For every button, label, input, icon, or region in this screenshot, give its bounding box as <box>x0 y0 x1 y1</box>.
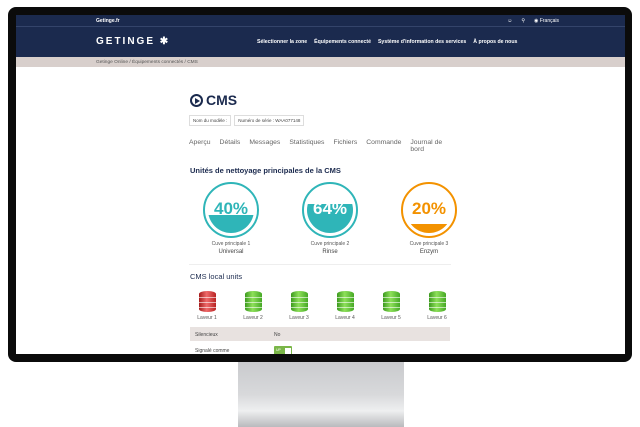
flagged-toggle[interactable]: UP <box>274 346 292 354</box>
gauge-name: Rinse <box>322 249 338 255</box>
silent-label: Silencieux <box>195 332 218 338</box>
logo-text: GETINGE <box>96 36 156 47</box>
gauge-fill <box>307 203 353 233</box>
gauge-fill <box>208 214 254 233</box>
unit-label: Laveur 4 <box>335 315 355 321</box>
local-units-heading: CMS local units <box>190 272 243 281</box>
tank-gauge: 64% Cuve principale 2 Rinse <box>295 182 365 255</box>
database-icon <box>382 291 400 312</box>
serial-chip: Numéro de série : WAA077148 <box>234 115 305 126</box>
gauge-percent: 64% <box>312 199 348 218</box>
tank-gauge: 20% Cuve principale 3 Enzym <box>394 182 464 255</box>
flagged-label: Signalé comme <box>195 348 230 354</box>
database-icon <box>244 291 262 312</box>
tab-logbook[interactable]: Journal de bord <box>410 139 443 153</box>
page-title: CMS <box>190 92 237 108</box>
search-icon[interactable]: ⚲ <box>521 18 526 24</box>
user-icon[interactable]: ☺ <box>507 18 513 24</box>
logo-star-icon: ✱ <box>159 36 171 47</box>
nav-select-zone[interactable]: Sélectionner la zone <box>257 39 308 45</box>
tab-details[interactable]: Détails <box>219 139 241 146</box>
local-unit-washer[interactable]: Laveur 4 <box>332 291 358 321</box>
tank-gauge: 40% Cuve principale 1 Universal <box>196 182 266 255</box>
silent-row: Silencieux No <box>190 327 450 341</box>
monitor-screen: Getinge.fr ☺ ⚲ ◉ Français GETINGE ✱ Séle… <box>16 15 625 354</box>
language-label: Français <box>539 18 559 24</box>
getinge-logo[interactable]: GETINGE ✱ <box>96 36 170 47</box>
top-bar: Getinge.fr ☺ ⚲ ◉ Français <box>16 15 625 27</box>
database-icon <box>198 291 216 312</box>
model-chip: Nom du modèle : <box>189 115 232 126</box>
local-unit-washer[interactable]: Laveur 6 <box>424 291 450 321</box>
monitor-stand <box>238 362 404 427</box>
unit-label: Laveur 5 <box>381 315 401 321</box>
gauge-name: Enzym <box>419 249 439 255</box>
main-units-heading: Unités de nettoyage principales de la CM… <box>190 166 341 175</box>
tab-command[interactable]: Commande <box>366 139 402 146</box>
unit-label: Laveur 1 <box>197 315 217 321</box>
gauge-label: Cuve principale 2 <box>310 241 350 247</box>
database-icon <box>290 291 308 312</box>
unit-label: Laveur 6 <box>427 315 447 321</box>
divider <box>189 264 451 265</box>
unit-label: Laveur 2 <box>243 315 263 321</box>
gauge-label: Cuve principale 3 <box>409 241 449 247</box>
tab-files[interactable]: Fichiers <box>333 139 358 146</box>
local-unit-washer[interactable]: Laveur 5 <box>378 291 404 321</box>
title-text: CMS <box>206 92 238 108</box>
gauge-name: Universal <box>218 249 244 255</box>
breadcrumb[interactable]: Getinge Online / Équipements connectés /… <box>16 57 625 67</box>
language-selector[interactable]: ◉ Français <box>534 18 559 24</box>
play-circle-icon <box>190 93 203 107</box>
site-link[interactable]: Getinge.fr <box>96 18 120 24</box>
main-nav: GETINGE ✱ Sélectionner la zone Équipemen… <box>16 27 625 57</box>
gauge-circle: 40% <box>203 182 259 238</box>
unit-label: Laveur 3 <box>289 315 309 321</box>
silent-value: No <box>274 332 281 338</box>
gauge-percent: 40% <box>213 199 249 218</box>
gauge-circle: 20% <box>401 182 457 238</box>
flagged-row: Signalé comme UP <box>190 343 450 354</box>
tabs: Aperçu Détails Messages Statistiques Fic… <box>189 139 451 153</box>
tab-messages[interactable]: Messages <box>249 139 281 146</box>
nav-connected-equipment[interactable]: Équipements connecté <box>314 39 371 45</box>
gauge-label: Cuve principale 1 <box>211 241 251 247</box>
database-icon <box>336 291 354 312</box>
tab-overview[interactable]: Aperçu <box>189 139 211 146</box>
gauge-fill <box>406 223 452 233</box>
local-unit-washer[interactable]: Laveur 3 <box>286 291 312 321</box>
local-unit-washer[interactable]: Laveur 2 <box>240 291 266 321</box>
database-icon <box>428 291 446 312</box>
nav-service-info[interactable]: Système d'information des services <box>377 39 467 45</box>
local-unit-washer[interactable]: Laveur 1 <box>194 291 220 321</box>
gauge-percent: 20% <box>411 199 447 218</box>
content: CMS Nom du modèle : Numéro de série : WA… <box>189 67 457 354</box>
nav-about[interactable]: À propos de nous <box>473 39 518 45</box>
gauge-circle: 64% <box>302 182 358 238</box>
tab-statistics[interactable]: Statistiques <box>289 139 325 146</box>
